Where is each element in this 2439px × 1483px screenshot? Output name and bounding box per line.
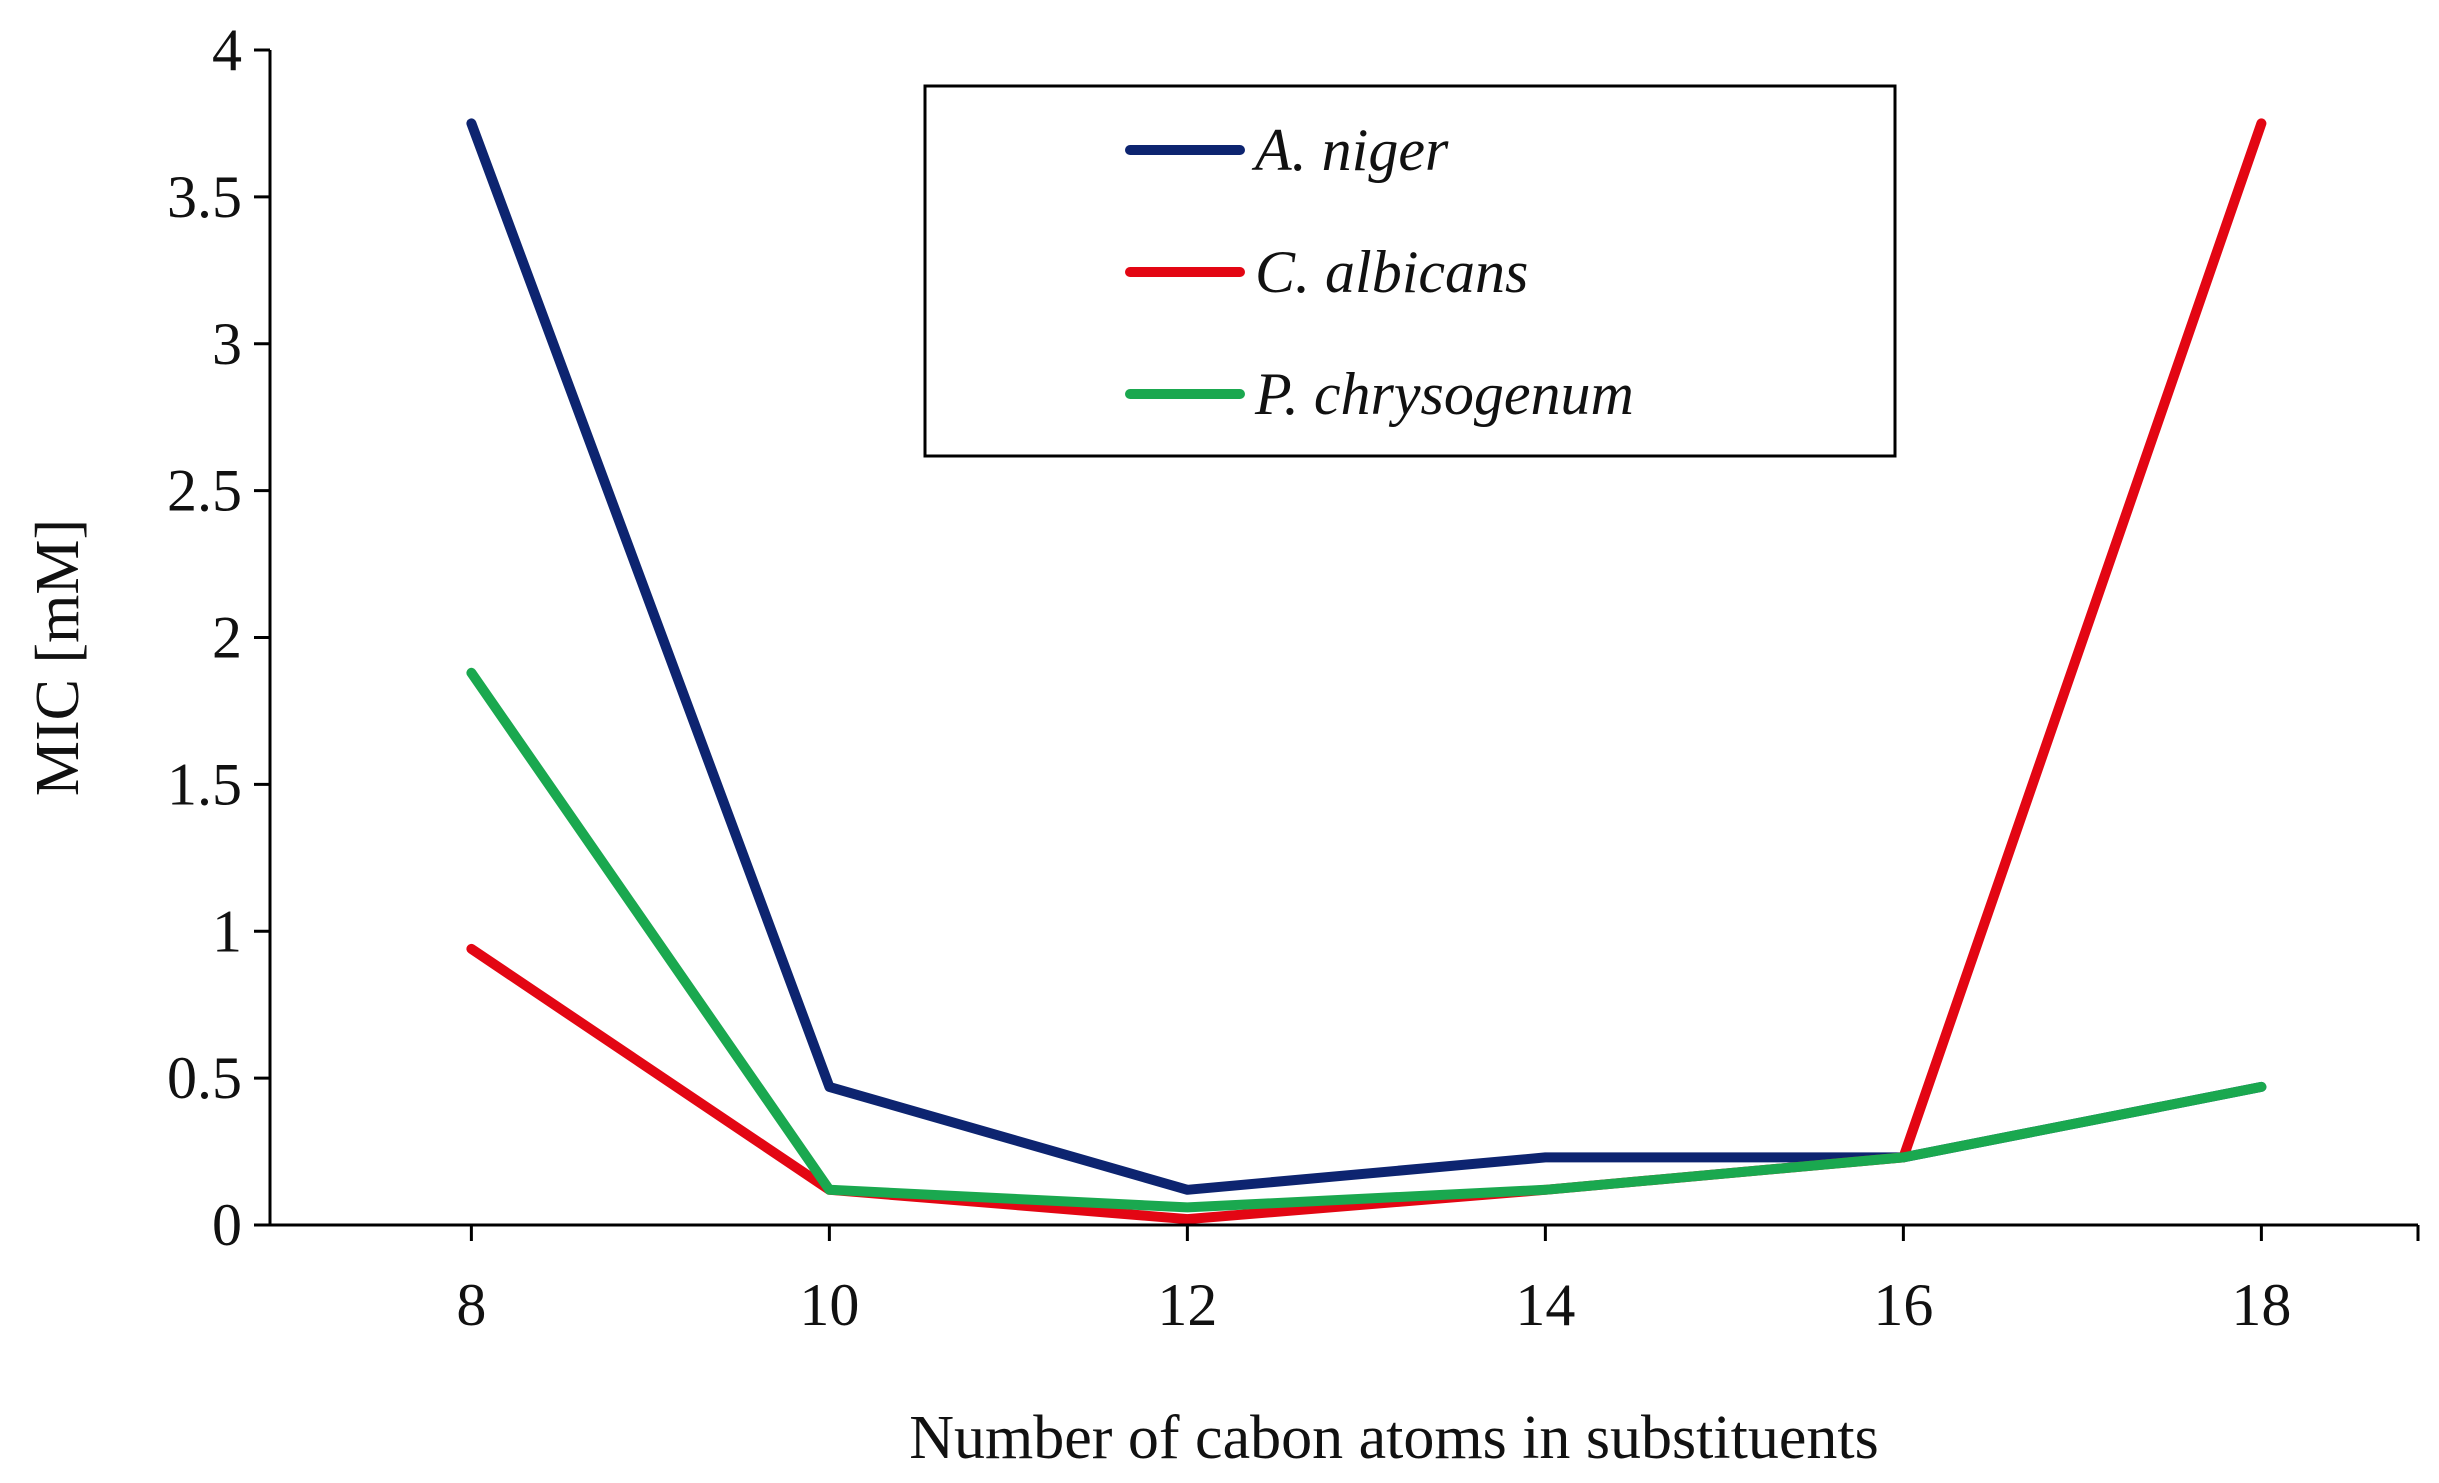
x-tick-label: 16 bbox=[1873, 1272, 1933, 1338]
legend-label: C. albicans bbox=[1255, 239, 1528, 305]
series-line-c-albicans bbox=[466, 118, 2267, 1225]
x-tick-label: 10 bbox=[799, 1272, 859, 1338]
y-tick-label: 1 bbox=[212, 898, 242, 964]
x-axis-ticks: 8 10 12 14 16 18 bbox=[456, 1225, 2420, 1338]
x-tick-label: 12 bbox=[1157, 1272, 1217, 1338]
legend-box bbox=[923, 84, 1897, 458]
x-tick-label: 8 bbox=[456, 1272, 486, 1338]
x-tick-label: 18 bbox=[2231, 1272, 2291, 1338]
legend: A. niger C. albicans P. chrysogenum bbox=[923, 84, 1897, 458]
y-axis-title: MIC [mM] bbox=[24, 519, 92, 796]
y-tick-label: 2.5 bbox=[167, 458, 242, 524]
series-lines bbox=[466, 118, 2267, 1225]
y-tick-label: 0.5 bbox=[167, 1045, 242, 1111]
y-axis-ticks: 0 0.5 1 1.5 2 2.5 3 3.5 4 bbox=[167, 17, 270, 1258]
y-tick-label: 0 bbox=[212, 1192, 242, 1258]
y-tick-label: 2 bbox=[212, 605, 242, 671]
legend-label: A. niger bbox=[1251, 117, 1449, 183]
y-tick-label: 4 bbox=[212, 17, 242, 83]
series-line-p-chrysogenum bbox=[466, 667, 2267, 1213]
y-tick-label: 3.5 bbox=[167, 164, 242, 230]
y-tick-label: 3 bbox=[212, 311, 242, 377]
y-tick-label: 1.5 bbox=[167, 751, 242, 817]
x-tick-label: 14 bbox=[1515, 1272, 1575, 1338]
legend-label: P. chrysogenum bbox=[1254, 361, 1634, 427]
x-axis-title: Number of cabon atoms in substituents bbox=[909, 1404, 1878, 1472]
